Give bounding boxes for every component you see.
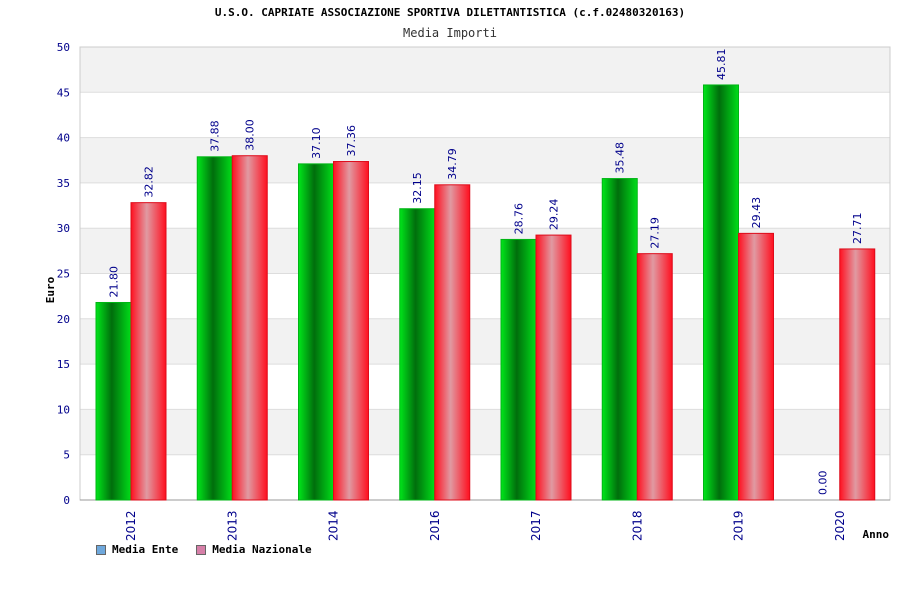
- bars: [95, 84, 876, 501]
- bar-media-nazionale: [231, 155, 268, 501]
- y-tick-label: 15: [57, 358, 70, 371]
- y-tick-label: 0: [63, 494, 70, 507]
- data-label: 32.15: [411, 172, 424, 204]
- y-tick-label: 30: [57, 222, 70, 235]
- legend-label: Media Nazionale: [212, 543, 312, 556]
- tick-labels: 0 5 10 15 20 25 30 35 40 45 50 2012 2013 2014 2016 2017…: [57, 41, 847, 541]
- y-tick-label: 10: [57, 403, 70, 416]
- data-label: 35.48: [614, 142, 627, 174]
- bar-media-ente: [399, 208, 436, 501]
- y-tick-label: 50: [57, 41, 70, 54]
- data-label: 37.10: [310, 127, 323, 159]
- y-axis-label: Euro: [44, 276, 57, 303]
- bar-media-nazionale: [839, 248, 876, 501]
- data-label: 32.82: [143, 166, 156, 198]
- grid-band: [80, 47, 890, 93]
- legend-item-nazionale: Media Nazionale: [196, 543, 312, 556]
- legend-swatch: [196, 544, 207, 555]
- data-label: 27.19: [649, 217, 662, 249]
- legend-item-ente: Media Ente: [96, 543, 178, 556]
- data-label: 28.76: [513, 203, 526, 235]
- bar-media-nazionale: [636, 253, 673, 501]
- legend: Media Ente Media Nazionale: [96, 543, 312, 556]
- y-tick-label: 20: [57, 313, 70, 326]
- y-tick-label: 5: [63, 449, 70, 462]
- data-label: 29.24: [548, 199, 561, 231]
- chart-subtitle: Media Importi: [403, 26, 497, 40]
- bar-media-nazionale: [434, 184, 471, 501]
- y-tick-label: 25: [57, 268, 70, 281]
- chart-title: U.S.O. CAPRIATE ASSOCIAZIONE SPORTIVA DI…: [214, 6, 686, 19]
- data-label: 37.36: [345, 125, 358, 157]
- x-tick-label: 2017: [529, 510, 543, 541]
- grid-band: [80, 92, 890, 138]
- y-tick-label: 35: [57, 177, 70, 190]
- x-tick-label: 2014: [327, 510, 341, 541]
- data-label: 45.81: [715, 48, 728, 80]
- data-labels: 21.80 32.82 37.88 38.00 37.10 37.36 32.15 34.79…: [108, 48, 865, 495]
- bar-media-nazionale: [333, 161, 369, 501]
- bar-media-nazionale: [535, 234, 572, 501]
- data-label: 27.71: [851, 212, 864, 244]
- legend-swatch: [96, 544, 106, 555]
- x-tick-label: 2020: [833, 510, 847, 541]
- bar-media-ente: [95, 301, 132, 501]
- data-label: 21.80: [108, 266, 121, 298]
- bar-media-nazionale: [738, 232, 774, 501]
- x-axis-label: Anno: [863, 528, 890, 541]
- data-label: 29.43: [750, 197, 763, 229]
- data-label: 37.88: [209, 120, 222, 152]
- data-label: 34.79: [446, 148, 459, 180]
- data-label: 0.00: [816, 471, 829, 496]
- x-tick-label: 2018: [630, 510, 644, 541]
- data-label: 38.00: [244, 119, 257, 151]
- y-tick-label: 45: [57, 86, 70, 99]
- bar-media-ente: [500, 238, 537, 501]
- legend-label: Media Ente: [112, 543, 179, 556]
- bar-media-ente: [298, 163, 334, 501]
- bar-media-ente: [703, 84, 739, 501]
- x-tick-label: 2012: [124, 510, 138, 541]
- x-tick-label: 2013: [225, 510, 239, 541]
- x-tick-label: 2016: [428, 510, 442, 541]
- y-tick-label: 40: [57, 132, 70, 145]
- bar-media-ente: [196, 156, 233, 501]
- bar-media-nazionale: [130, 202, 167, 501]
- x-tick-label: 2019: [732, 510, 746, 541]
- bar-media-ente: [601, 178, 638, 501]
